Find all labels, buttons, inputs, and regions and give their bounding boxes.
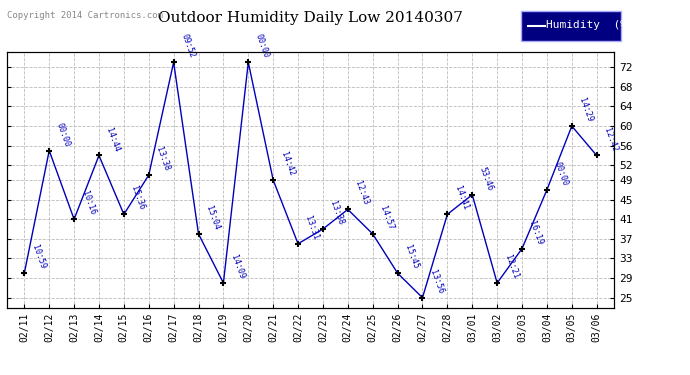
Text: 13:38: 13:38: [155, 146, 171, 172]
Text: 10:59: 10:59: [30, 244, 47, 270]
Text: 14:42: 14:42: [279, 151, 296, 177]
Text: 12:21: 12:21: [503, 254, 520, 280]
Text: 14:41: 14:41: [453, 185, 470, 211]
Text: 09:52: 09:52: [179, 33, 196, 60]
Text: 15:36: 15:36: [130, 185, 146, 211]
Text: 14:09: 14:09: [229, 254, 246, 280]
Text: Humidity  (%): Humidity (%): [546, 20, 634, 30]
Text: 13:31: 13:31: [304, 214, 321, 241]
Text: 15:45: 15:45: [403, 244, 420, 270]
Text: 12:43: 12:43: [353, 180, 371, 207]
Text: 14:29: 14:29: [578, 97, 594, 123]
Text: 00:00: 00:00: [55, 121, 72, 148]
Text: 13:38: 13:38: [328, 200, 346, 226]
Text: 14:57: 14:57: [378, 205, 395, 231]
Text: Copyright 2014 Cartronics.com: Copyright 2014 Cartronics.com: [7, 11, 163, 20]
Text: 53:46: 53:46: [477, 165, 495, 192]
Text: 16:19: 16:19: [528, 219, 544, 246]
Text: 15:04: 15:04: [204, 205, 221, 231]
Text: 13:56: 13:56: [428, 268, 445, 295]
Text: 00:00: 00:00: [553, 160, 569, 187]
Text: Outdoor Humidity Daily Low 20140307: Outdoor Humidity Daily Low 20140307: [158, 11, 463, 25]
Text: 14:44: 14:44: [104, 126, 121, 153]
Text: 12:42: 12:42: [602, 126, 619, 153]
Text: 00:00: 00:00: [254, 33, 271, 60]
Text: 10:16: 10:16: [79, 190, 97, 216]
